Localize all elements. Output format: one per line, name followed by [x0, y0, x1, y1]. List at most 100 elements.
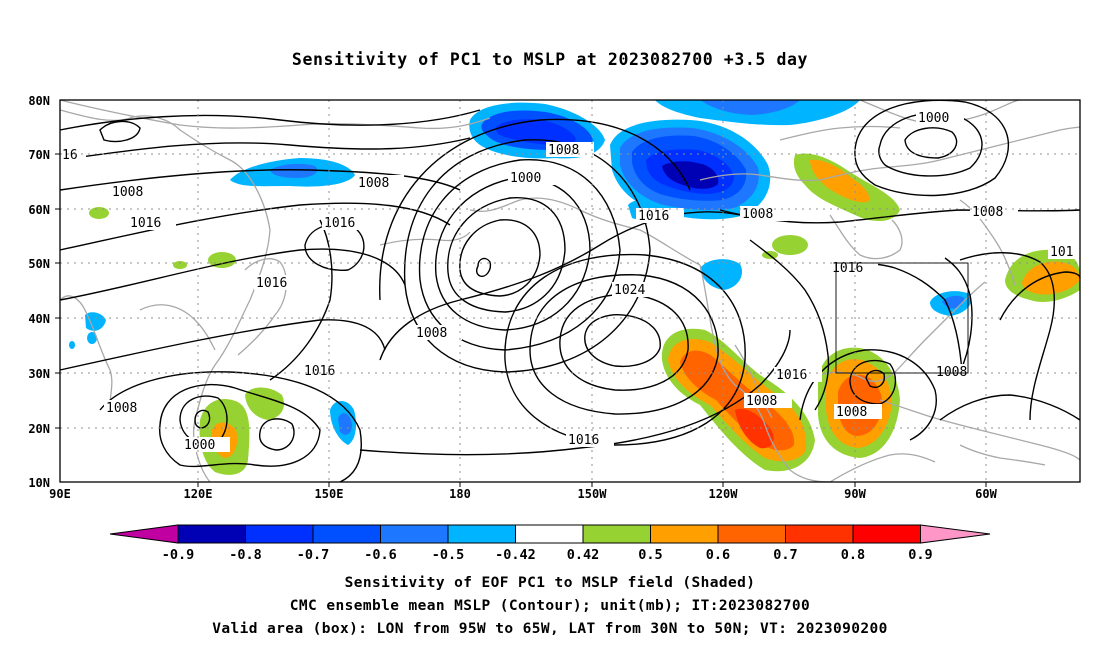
contour-wpac-low-3	[258, 418, 295, 451]
contour-wpac-low-4	[158, 384, 321, 468]
contour-aleutian-6	[403, 139, 651, 373]
lat-label: 70N	[28, 148, 50, 162]
lat-label: 30N	[28, 367, 50, 381]
contour-label: 1016	[638, 209, 669, 224]
footer-contour-caption: CMC ensemble mean MSLP (Contour); unit(m…	[289, 598, 811, 614]
lat-label: 60N	[28, 203, 50, 217]
contour-label: 1008	[742, 207, 773, 222]
contour-label: 1008	[106, 401, 137, 416]
contour-gulf-low-2	[849, 359, 897, 405]
lat-label: 20N	[28, 422, 50, 436]
shade-cyan-seasia2	[87, 332, 97, 344]
contour-label: 1000	[184, 438, 215, 453]
colorbar-segment	[245, 524, 314, 544]
colorbar-label: 0.5	[638, 547, 662, 563]
contour-label: 1008	[416, 326, 447, 341]
contour-aleutian-1	[475, 257, 492, 277]
colorbar-segment	[380, 524, 449, 544]
contour-label: 1016	[304, 364, 335, 379]
lon-label: 150E	[315, 487, 344, 501]
axis-ticks	[55, 153, 987, 487]
contour-label: 1016	[130, 216, 161, 231]
contour-aleutian-3	[447, 197, 566, 313]
longitude-labels: 90E 120E 150E 180 150W 120W 90W 60W	[49, 487, 997, 501]
contour-aleutian-4	[434, 177, 591, 331]
contour-label: 1008	[112, 185, 143, 200]
colorbar-labels: -0.9 -0.8 -0.7 -0.6 -0.5 -0.42 0.42 0.5 …	[162, 547, 933, 563]
contour-label: 1000	[510, 171, 541, 186]
colorbar-segment	[515, 524, 584, 544]
footer-shading-caption: Sensitivity of EOF PC1 to MSLP field (Sh…	[344, 575, 756, 591]
shade-green-small-3	[173, 261, 187, 269]
lon-label: 180	[449, 487, 471, 501]
contour-atl-1	[959, 252, 1055, 421]
contour-1008-arc	[379, 118, 691, 301]
lon-label: 60W	[975, 487, 997, 501]
contour-label: 16	[62, 148, 78, 163]
contour-label: 101	[1050, 245, 1073, 260]
contour-atl-2	[999, 271, 1081, 321]
contour-label: 1008	[548, 143, 579, 158]
colorbar-label: -0.9	[162, 547, 195, 563]
colorbar-label: -0.5	[432, 547, 465, 563]
contour-sib-2	[59, 137, 471, 161]
contour-label: 1016	[776, 368, 807, 383]
shade-dblue-bering	[495, 119, 576, 146]
contour-natl-low-1	[904, 127, 958, 159]
shade-green-small-2	[208, 252, 236, 268]
colorbar-low-triangle	[109, 524, 179, 544]
colorbar-label: -0.6	[364, 547, 397, 563]
map-title: Sensitivity of PC1 to MSLP at 2023082700…	[291, 50, 809, 69]
contour-high-2	[559, 293, 689, 391]
contour-high-1	[584, 314, 661, 368]
contour-west-na	[749, 239, 830, 411]
shade-lblue-siberia	[270, 163, 318, 178]
colorbar-segment	[447, 524, 516, 544]
contour-label: 1008	[836, 405, 867, 420]
contour-label: 1016	[832, 261, 863, 276]
contour-gulf-low	[865, 369, 885, 388]
contour-atl-3	[939, 394, 1081, 421]
contour-label: 1024	[614, 283, 645, 298]
shade-green-small-1	[89, 207, 109, 219]
contour-label: 1008	[358, 176, 389, 191]
contour-label: 1008	[936, 365, 967, 380]
shade-orange-canada	[810, 159, 870, 203]
colorbar-segment	[582, 524, 651, 544]
lon-label: 120W	[709, 487, 739, 501]
footer-valid-area-caption: Valid area (box): LON from 95W to 65W, L…	[212, 621, 888, 637]
contour-sib-6	[59, 319, 386, 371]
lon-label: 90W	[844, 487, 866, 501]
contour-label: 1016	[324, 216, 355, 231]
contour-label: 1000	[918, 111, 949, 126]
colorbar-segment	[785, 524, 854, 544]
colorbar-label: -0.42	[495, 547, 536, 563]
lon-label: 90E	[49, 487, 71, 501]
contour-sib-3	[59, 169, 461, 191]
gridlines	[60, 100, 1080, 482]
lat-label: 80N	[28, 94, 50, 108]
contour-natl-low-3	[854, 99, 1010, 197]
latitude-labels: 80N 70N 60N 50N 40N 30N 20N 10N	[28, 94, 50, 490]
contour-sib-5	[59, 248, 406, 301]
lon-label: 150W	[578, 487, 608, 501]
colorbar-label: 0.6	[706, 547, 730, 563]
contour-arctic-1	[99, 120, 141, 143]
valid-area-box	[835, 262, 969, 374]
shade-green-wpac2	[245, 387, 285, 420]
colorbar-segment	[177, 524, 246, 544]
contour-sib-1	[59, 109, 481, 131]
shade-navy-arctic	[662, 161, 719, 189]
lat-label: 50N	[28, 257, 50, 271]
contour-label: 1008	[972, 205, 1003, 220]
lon-label: 120E	[184, 487, 213, 501]
map-frame	[59, 99, 1081, 483]
shade-cyan-pnw	[700, 259, 743, 290]
colorbar-high-triangle	[920, 524, 991, 544]
colorbar-label: 0.7	[773, 547, 797, 563]
colorbar-segment	[650, 524, 719, 544]
colorbar-label: 0.42	[567, 547, 600, 563]
colorbar-segment	[852, 524, 921, 544]
contour-aleutian-5	[418, 159, 621, 351]
